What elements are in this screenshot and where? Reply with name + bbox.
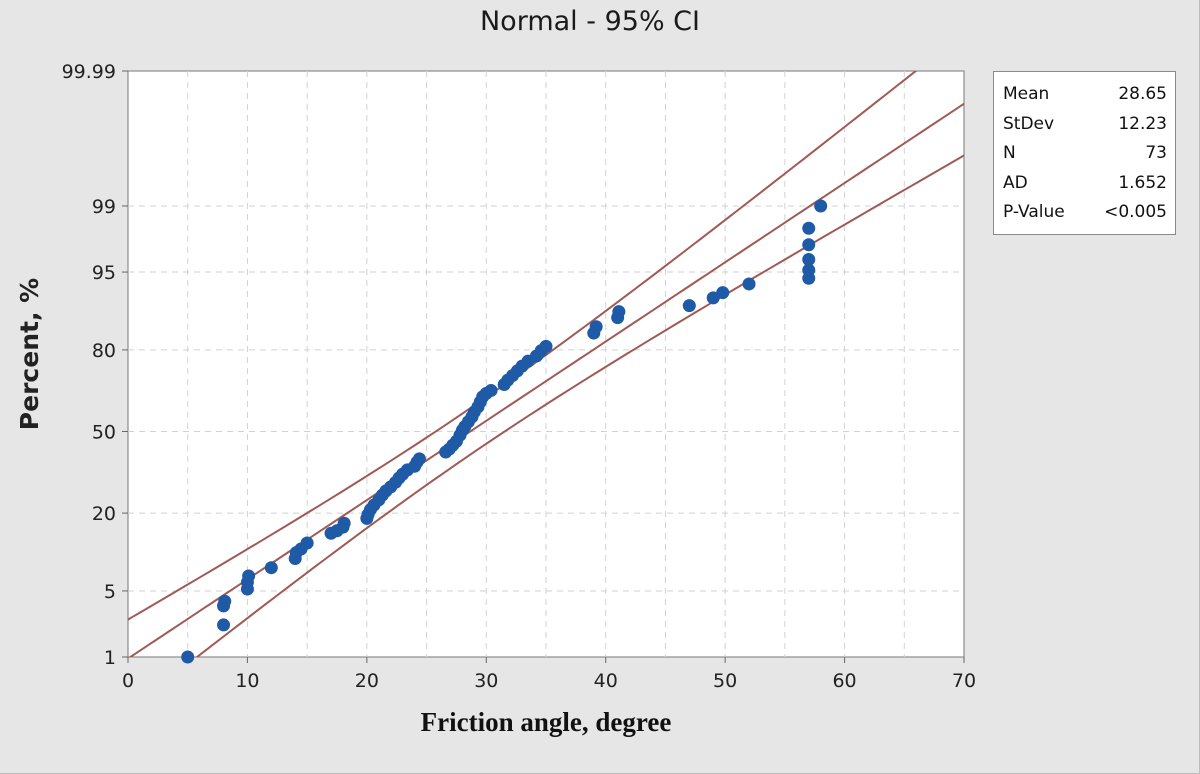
data-point	[539, 339, 553, 353]
y-tick-label: 20	[92, 503, 116, 525]
data-point	[264, 561, 278, 575]
stat-value: 28.65	[1118, 84, 1167, 104]
y-tick-label: 1	[104, 647, 116, 669]
stat-label: P-Value	[1003, 202, 1065, 222]
stat-row-n: N 73	[1003, 139, 1167, 169]
y-tick-label: 50	[92, 421, 116, 443]
data-point	[706, 291, 720, 305]
y-tick-label: 80	[92, 340, 116, 362]
stat-label: N	[1003, 143, 1016, 163]
x-tick-label: 60	[832, 670, 856, 692]
x-tick-label: 50	[713, 670, 737, 692]
stat-label: StDev	[1003, 113, 1055, 134]
y-axis-title: Percent, %	[15, 278, 44, 430]
data-point	[802, 221, 816, 235]
statistics-legend-box: Mean 28.65 StDev 12.23 N 73 AD 1.652 P-V…	[993, 71, 1176, 235]
chart-title: Normal - 95% CI	[479, 6, 700, 37]
data-point	[802, 253, 816, 267]
stat-row-mean: Mean 28.65	[1003, 80, 1167, 110]
stat-row-p-value: P-Value <0.005	[1003, 198, 1167, 228]
y-tick-label: 5	[104, 581, 116, 603]
stat-value: 73	[1145, 143, 1167, 163]
data-point	[484, 383, 498, 397]
x-tick-label: 20	[355, 670, 379, 692]
stat-label: AD	[1003, 172, 1028, 193]
data-point	[802, 263, 816, 277]
stat-value: 1.652	[1118, 172, 1167, 193]
x-tick-label: 40	[594, 670, 618, 692]
data-point	[217, 618, 231, 632]
x-tick-label: 10	[235, 670, 259, 692]
data-point	[412, 452, 426, 466]
ci-upper-line	[128, 71, 918, 621]
fitted-line	[128, 102, 964, 657]
y-tick-label: 95	[92, 262, 116, 284]
data-point	[612, 305, 626, 319]
data-point	[742, 277, 756, 291]
data-point	[802, 238, 816, 252]
data-point	[181, 650, 195, 664]
data-point	[337, 516, 351, 530]
data-point	[218, 594, 232, 608]
x-tick-label: 0	[122, 670, 134, 692]
y-tick-label: 99	[92, 196, 116, 218]
stat-value: 12.23	[1118, 113, 1167, 134]
data-point	[300, 536, 314, 550]
data-point	[242, 569, 256, 583]
x-axis-title: Friction angle, degree	[421, 707, 672, 737]
stat-label: Mean	[1003, 84, 1050, 104]
data-point	[716, 286, 730, 300]
ci-lower-line	[195, 154, 964, 657]
data-point	[814, 199, 828, 213]
x-tick-label: 30	[474, 670, 498, 692]
data-point	[682, 299, 696, 313]
x-tick-label: 70	[952, 670, 976, 692]
plot-area: 0 10 20 30 40 50 60 70 1 5 20 50 80 95 99 99.99	[62, 61, 977, 692]
y-tick-label: 99.99	[62, 61, 116, 83]
stat-row-ad: AD 1.652	[1003, 169, 1167, 199]
data-point	[589, 320, 603, 334]
stat-row-stdev: StDev 12.23	[1003, 110, 1167, 140]
stat-value: <0.005	[1104, 202, 1167, 222]
